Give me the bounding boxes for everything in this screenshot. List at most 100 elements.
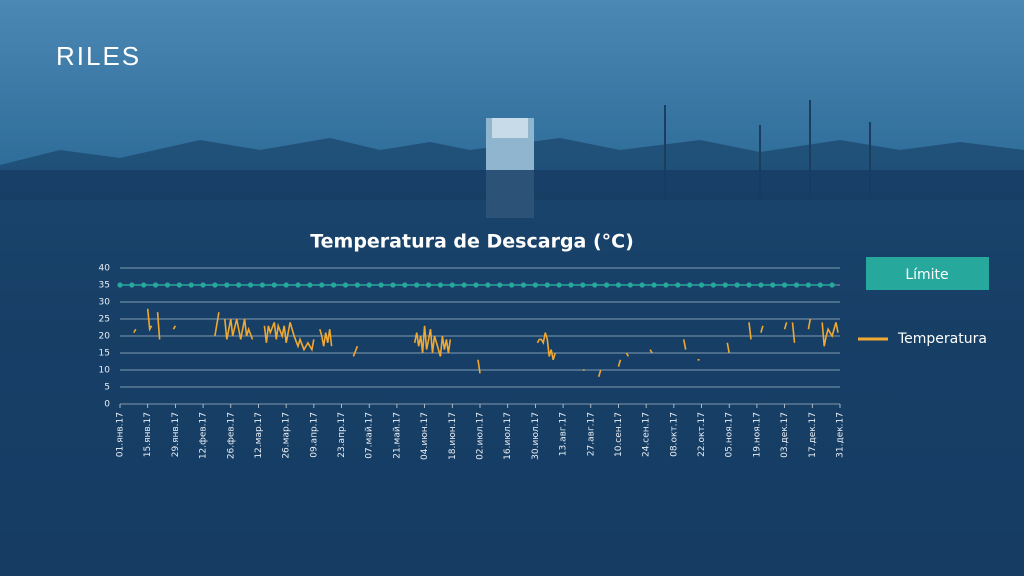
x-tick-label: 07.май.17 (365, 412, 375, 459)
x-tick-label: 26.фев.17 (226, 412, 236, 459)
limit-point (805, 282, 811, 288)
x-tick-label: 17.дек.17 (808, 412, 818, 458)
limit-point (592, 282, 598, 288)
limit-point (295, 282, 301, 288)
x-tick-label: 09.апр.17 (309, 412, 319, 458)
limit-point (698, 282, 705, 288)
x-tick-label: 03.дек.17 (780, 412, 790, 458)
limit-point (497, 282, 503, 288)
x-tick-label: 16.июл.17 (503, 412, 513, 460)
limit-point (129, 282, 135, 288)
x-tick-label: 26.мар.17 (282, 412, 292, 459)
limit-point (224, 282, 230, 288)
limit-point (390, 282, 396, 288)
limit-point (461, 282, 467, 288)
y-tick-label: 25 (99, 315, 110, 325)
overlay-panel (0, 170, 1024, 576)
limit-point (544, 282, 550, 288)
x-tick-label: 19.ноя.17 (752, 412, 762, 457)
y-tick-label: 15 (99, 349, 110, 359)
x-tick-label: 02.июл.17 (476, 412, 486, 460)
limit-point (580, 282, 586, 288)
limit-point (319, 282, 325, 288)
x-tick-label: 30.июл.17 (531, 412, 541, 460)
limit-point (603, 282, 610, 288)
x-tick-label: 12.мар.17 (254, 412, 264, 459)
x-tick-label: 01.янв.17 (116, 412, 126, 457)
limit-point (153, 282, 159, 288)
limit-point (793, 282, 800, 288)
limit-point (520, 282, 527, 288)
limit-point (271, 282, 277, 288)
chimney-top (492, 118, 528, 138)
limit-point (710, 282, 717, 288)
x-tick-label: 12.фев.17 (199, 412, 209, 459)
x-tick-label: 04.июн.17 (420, 412, 430, 460)
limit-point (485, 282, 491, 288)
legend-label: Límite (905, 267, 948, 283)
x-tick-label: 31.дек.17 (836, 412, 846, 458)
x-tick-label: 15.янв.17 (143, 412, 153, 457)
x-tick-label: 08.окт.17 (669, 412, 679, 457)
limit-point (200, 282, 206, 288)
limit-point (449, 282, 455, 288)
y-tick-label: 20 (99, 332, 111, 342)
y-tick-label: 30 (99, 298, 111, 308)
limit-point (734, 282, 740, 288)
y-tick-label: 35 (99, 281, 110, 291)
limit-point (366, 282, 372, 288)
legend: Límite Temperatura (858, 257, 989, 347)
x-tick-label: 22.окт.17 (697, 412, 707, 457)
limit-point (758, 282, 764, 288)
limit-point (378, 282, 384, 288)
x-tick-label: 05.ноя.17 (725, 412, 735, 457)
limit-point (141, 282, 147, 288)
limit-point (675, 282, 681, 288)
chart-title: Temperatura de Descarga (°C) (310, 231, 634, 253)
limit-point (722, 282, 728, 288)
x-tick-label: 18.июн.17 (448, 412, 458, 460)
limit-point (414, 282, 420, 288)
limit-point (354, 282, 360, 288)
limit-point (259, 282, 266, 288)
limit-point (331, 282, 337, 288)
limit-point (770, 282, 776, 288)
limit-point (425, 282, 432, 288)
limit-point (236, 282, 242, 288)
x-tick-label: 13.авг.17 (559, 412, 569, 456)
limit-point (283, 282, 289, 288)
limit-point (817, 282, 823, 288)
legend-label: Temperatura (897, 331, 987, 347)
limit-point (687, 282, 693, 288)
limit-point (342, 282, 349, 288)
limit-point (437, 282, 444, 288)
limit-point (746, 282, 752, 288)
legend-box (866, 257, 989, 290)
limit-point (402, 282, 408, 288)
limit-point (627, 282, 633, 288)
y-tick-label: 40 (99, 264, 111, 274)
limit-point (176, 282, 182, 288)
x-tick-label: 27.авг.17 (586, 412, 596, 456)
x-tick-label: 29.янв.17 (171, 412, 181, 457)
limit-point (509, 282, 515, 288)
limit-point (782, 282, 788, 288)
limit-point (651, 282, 657, 288)
y-tick-label: 10 (99, 366, 111, 376)
y-tick-label: 0 (104, 400, 110, 410)
limit-point (188, 282, 194, 288)
y-tick-label: 5 (104, 383, 110, 393)
x-tick-label: 23.апр.17 (337, 412, 347, 458)
limit-point (473, 282, 479, 288)
limit-point (615, 282, 622, 288)
limit-point (532, 282, 538, 288)
x-tick-label: 24.сен.17 (642, 412, 652, 457)
limit-point (117, 282, 123, 288)
limit-point (307, 282, 313, 288)
x-tick-label: 10.сен.17 (614, 412, 624, 457)
limit-point (556, 282, 562, 288)
limit-point (568, 282, 574, 288)
limit-point (663, 282, 669, 288)
limit-point (247, 282, 254, 288)
